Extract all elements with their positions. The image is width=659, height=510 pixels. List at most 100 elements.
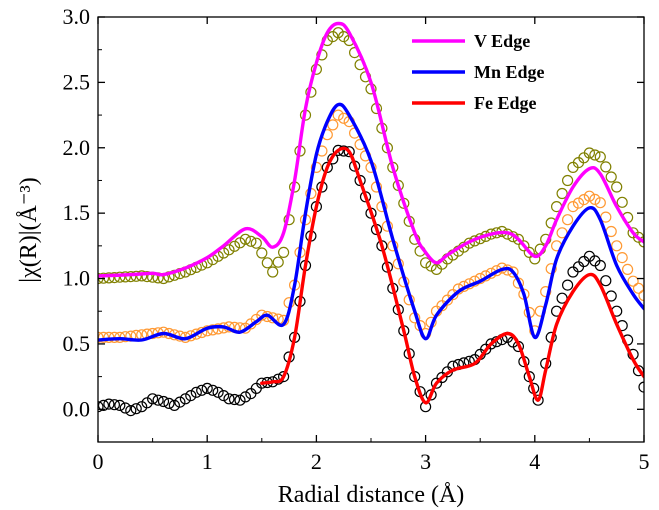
data-point [108,272,121,284]
data-point [228,240,241,252]
data-point [212,386,224,398]
x-tick-label: 4 [529,449,540,474]
y-tick-label: 1.5 [63,200,91,225]
data-point [239,233,251,245]
data-point [218,390,230,402]
data-point [261,257,273,269]
data-point [103,398,115,410]
data-point [141,271,153,283]
data-point [338,30,350,43]
data-point [201,382,213,394]
data-point [267,312,279,324]
data-point [529,253,541,265]
data-point [627,275,639,287]
data-point [119,331,131,343]
data-point [196,384,208,396]
data-point [108,399,121,411]
data-point [583,190,596,202]
data-point [556,187,568,200]
data-point [163,397,175,409]
data-point [190,386,202,398]
x-axis-title: Radial distance (Å) [278,482,465,508]
y-tick-label: 0.0 [63,396,91,421]
data-point [152,394,164,406]
data-point [190,328,202,340]
data-point [245,235,257,247]
data-point [168,399,180,411]
data-point [234,394,246,406]
data-point [179,393,191,405]
data-point [114,271,126,283]
data-point [589,149,601,161]
data-point [212,323,224,335]
y-axis-title: |χ(R)|(Å⁻³) [16,177,42,282]
data-point [600,275,612,287]
data-point [332,109,344,121]
data-point [174,396,186,408]
data-point [638,236,644,248]
data-point [485,338,497,350]
data-point [540,286,552,298]
data-point [207,324,219,336]
data-point [616,252,628,264]
data-point [125,405,137,417]
data-point [343,146,355,158]
data-point [589,193,601,205]
data-point [572,197,585,209]
data-point [561,279,574,291]
data-point [250,237,262,249]
data-point [147,393,159,405]
data-point [578,194,590,206]
data-point [611,181,623,193]
x-tick-label: 2 [311,449,322,474]
fit-line-1 [98,21,644,278]
data-point [332,27,344,39]
x-tick-label: 3 [420,449,431,474]
y-tick-label: 2.0 [63,135,91,160]
data-point [256,247,268,259]
data-point [278,371,290,383]
data-point [420,257,432,269]
y-tick-label: 1.0 [63,266,91,291]
x-tick-label: 5 [639,449,650,474]
data-point [125,271,137,283]
legend-label: Mn Edge [474,62,545,82]
data-point [594,151,606,163]
legend-label: Fe Edge [474,93,537,113]
data-point [512,233,525,245]
data-point [98,331,104,343]
data-point [561,174,574,187]
y-tick-label: 3.0 [63,4,91,29]
fit-line-3 [260,146,644,405]
data-point [332,144,344,156]
data-point [234,237,246,249]
x-tick-label: 0 [93,449,104,474]
y-tick-label: 0.5 [63,331,91,356]
data-point [638,381,644,393]
data-point [507,231,519,243]
data-point [218,247,230,259]
data-point [223,393,235,405]
data-point [561,214,574,226]
legend-label: V Edge [474,31,530,51]
data-point [267,266,279,278]
data-point [532,394,544,406]
data-point [239,391,251,403]
data-point [119,271,131,283]
data-point [523,246,535,258]
data-point [130,270,142,282]
data-point [157,326,170,338]
data-point [119,402,131,414]
data-point [621,263,634,275]
data-point [321,161,333,173]
data-point [507,266,519,278]
data-point [338,112,350,124]
y-tick-label: 2.5 [63,69,91,94]
data-point [638,289,644,302]
data-point [583,147,596,159]
legend: V Edge Mn Edge Fe Edge [412,31,545,113]
data-point [207,384,219,396]
data-point [327,119,339,131]
data-point [567,201,579,213]
